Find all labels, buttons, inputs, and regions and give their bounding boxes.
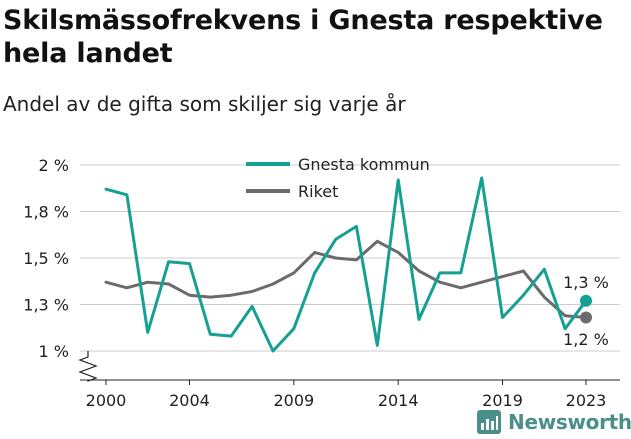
- brand-logo: Newsworthy: [476, 408, 631, 436]
- y-tick-label: 2 %: [39, 156, 69, 175]
- series-group: [104, 176, 592, 353]
- end-labels: 1,3 % 1,2 %: [563, 273, 609, 349]
- newsworthy-logo-icon: [477, 410, 501, 434]
- end-point-gnesta: [580, 294, 592, 307]
- brand-name: Newsworthy: [508, 410, 631, 434]
- x-tick-label: 2014: [378, 391, 419, 410]
- series-line-riket: [104, 239, 588, 319]
- x-tick-label: 2023: [566, 391, 607, 410]
- end-label-gnesta: 1,3 %: [563, 273, 609, 292]
- x-tick-label: 2000: [86, 391, 127, 410]
- y-tick-label: 1 %: [39, 342, 69, 361]
- y-tick-label: 1,8 %: [23, 203, 69, 222]
- axis-break-icon: [78, 351, 98, 382]
- legend: Gnesta kommun Riket: [246, 155, 430, 201]
- y-tick-label: 1,5 %: [23, 249, 69, 268]
- chart-subtitle: Andel av de gifta som skiljer sig varje …: [3, 92, 406, 116]
- x-axis-ticks: 2000 2004 2009 2014 2019 2023: [86, 380, 607, 410]
- legend-label: Riket: [298, 182, 338, 201]
- y-axis-ticks: 1 % 1,3 % 1,5 % 1,8 % 2 %: [23, 156, 69, 361]
- y-tick-label: 1,3 %: [23, 296, 69, 315]
- legend-label: Gnesta kommun: [298, 155, 430, 174]
- x-tick-label: 2019: [482, 391, 523, 410]
- chart-title: Skilsmässofrekvens i Gnesta respektive h…: [3, 5, 603, 69]
- series-line-gnesta: [104, 176, 588, 353]
- end-label-riket: 1,2 %: [563, 330, 609, 349]
- end-point-riket: [580, 311, 592, 324]
- x-tick-label: 2009: [273, 391, 314, 410]
- x-tick-label: 2004: [169, 391, 210, 410]
- grid-lines: [80, 164, 620, 352]
